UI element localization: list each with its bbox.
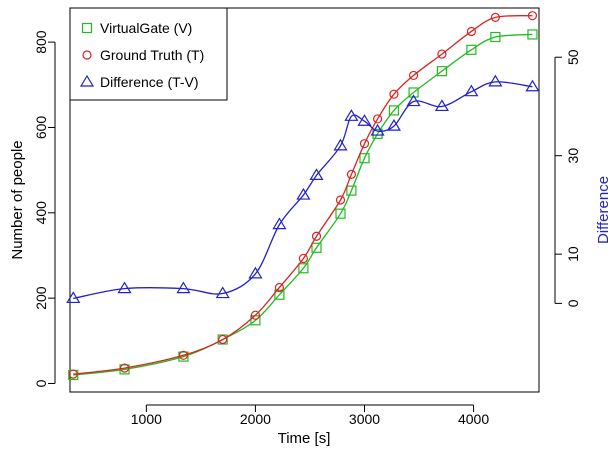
- difference-t-v-point: [344, 109, 359, 121]
- difference-t-v-point: [248, 266, 263, 279]
- ground-truth-t-line: [73, 15, 533, 375]
- ground-truth-t-point: [466, 26, 476, 37]
- ground-truth-t-point: [274, 282, 285, 293]
- difference-t-v-point: [309, 168, 324, 180]
- series-group: [66, 11, 540, 381]
- difference-t-v-line: [73, 81, 533, 300]
- x-axis-label: Time [s]: [278, 430, 331, 447]
- virtualgate-v-point: [274, 289, 285, 300]
- ground-truth-t-point: [119, 363, 130, 373]
- virtualgate-v-point: [359, 153, 370, 164]
- ground-truth-t-point: [68, 369, 78, 379]
- virtualgate-v-point: [490, 31, 501, 43]
- y-tick-label: 600: [33, 116, 49, 140]
- difference-t-v-point: [215, 286, 230, 299]
- difference-t-v-point: [272, 217, 287, 230]
- ground-truth-t-point: [408, 70, 419, 81]
- y-tick-label: 800: [33, 30, 49, 54]
- axes-group: 1000 2000 3000 4000 0 200 400 600 800 0 10 30 50: [33, 30, 581, 427]
- difference-t-v-point: [66, 291, 81, 304]
- ground-truth-t-point: [298, 253, 309, 264]
- virtualgate-v-point: [311, 242, 322, 253]
- difference-t-v-point: [176, 281, 191, 294]
- virtualgate-v-point: [408, 87, 419, 98]
- difference-t-v-point: [406, 94, 421, 107]
- difference-t-v-point: [117, 281, 132, 294]
- x-tick-label: 1000: [131, 411, 162, 427]
- difference-t-v-point: [333, 138, 348, 151]
- difference-t-v-point: [296, 187, 311, 200]
- ground-truth-t-point: [527, 11, 538, 21]
- difference-t-v-point: [370, 123, 385, 136]
- virtualgate-v-point: [527, 29, 538, 40]
- virtualgate-v-point: [436, 66, 448, 77]
- ground-truth-t-point: [389, 89, 399, 99]
- difference-t-v-point: [464, 84, 479, 97]
- x-tick-label: 3000: [349, 411, 380, 427]
- ground-truth-t-point: [437, 49, 447, 59]
- ground-truth-t-point: [311, 231, 322, 241]
- ground-truth-t-point: [218, 334, 228, 345]
- x-tick-label: 4000: [458, 411, 489, 427]
- y-tick-label: 0: [33, 379, 49, 387]
- ground-truth-t-point: [372, 114, 383, 124]
- ground-truth-t-point: [250, 310, 261, 320]
- virtualgate-v-point: [346, 185, 357, 196]
- ground-truth-t-point: [346, 169, 356, 179]
- legend-marker: [82, 50, 92, 60]
- ground-truth-t-point: [178, 350, 189, 360]
- difference-t-v-point: [488, 74, 503, 87]
- y-axis-label: Number of people: [9, 140, 26, 259]
- legend-entry: VirtualGate (V): [100, 20, 192, 36]
- legend-marker: [79, 74, 95, 87]
- y2-axis-label: Difference: [595, 176, 612, 244]
- x-tick-label: 2000: [240, 411, 271, 427]
- legend-entry: Difference (T-V): [100, 74, 199, 90]
- legend-entry: Ground Truth (T): [100, 47, 204, 63]
- virtualgate-v-point: [372, 128, 383, 139]
- y-tick-label: 200: [33, 286, 49, 310]
- virtualgate-v-point: [388, 105, 400, 116]
- legend-marker: [81, 22, 93, 34]
- legend-box: [69, 7, 228, 101]
- legend: VirtualGate (V) Ground Truth (T) Differenc…: [69, 7, 228, 101]
- difference-t-v-point: [434, 99, 449, 112]
- plot-frame: [69, 7, 540, 393]
- y2-tick-label: 0: [565, 299, 581, 307]
- ground-truth-t-point: [359, 139, 370, 149]
- y2-tick-label: 50: [565, 49, 581, 65]
- y2-tick-label: 30: [565, 148, 581, 164]
- y-tick-label: 400: [33, 201, 49, 225]
- ground-truth-t-point: [490, 12, 500, 22]
- virtualgate-v-point: [466, 44, 477, 55]
- virtualgate-v-point: [335, 208, 346, 219]
- difference-t-v-point: [357, 114, 372, 126]
- y2-tick-label: 10: [565, 246, 581, 262]
- difference-t-v-point: [386, 118, 401, 131]
- difference-t-v-point: [525, 79, 540, 92]
- ground-truth-t-point: [335, 195, 346, 205]
- virtualgate-v-point: [298, 263, 309, 274]
